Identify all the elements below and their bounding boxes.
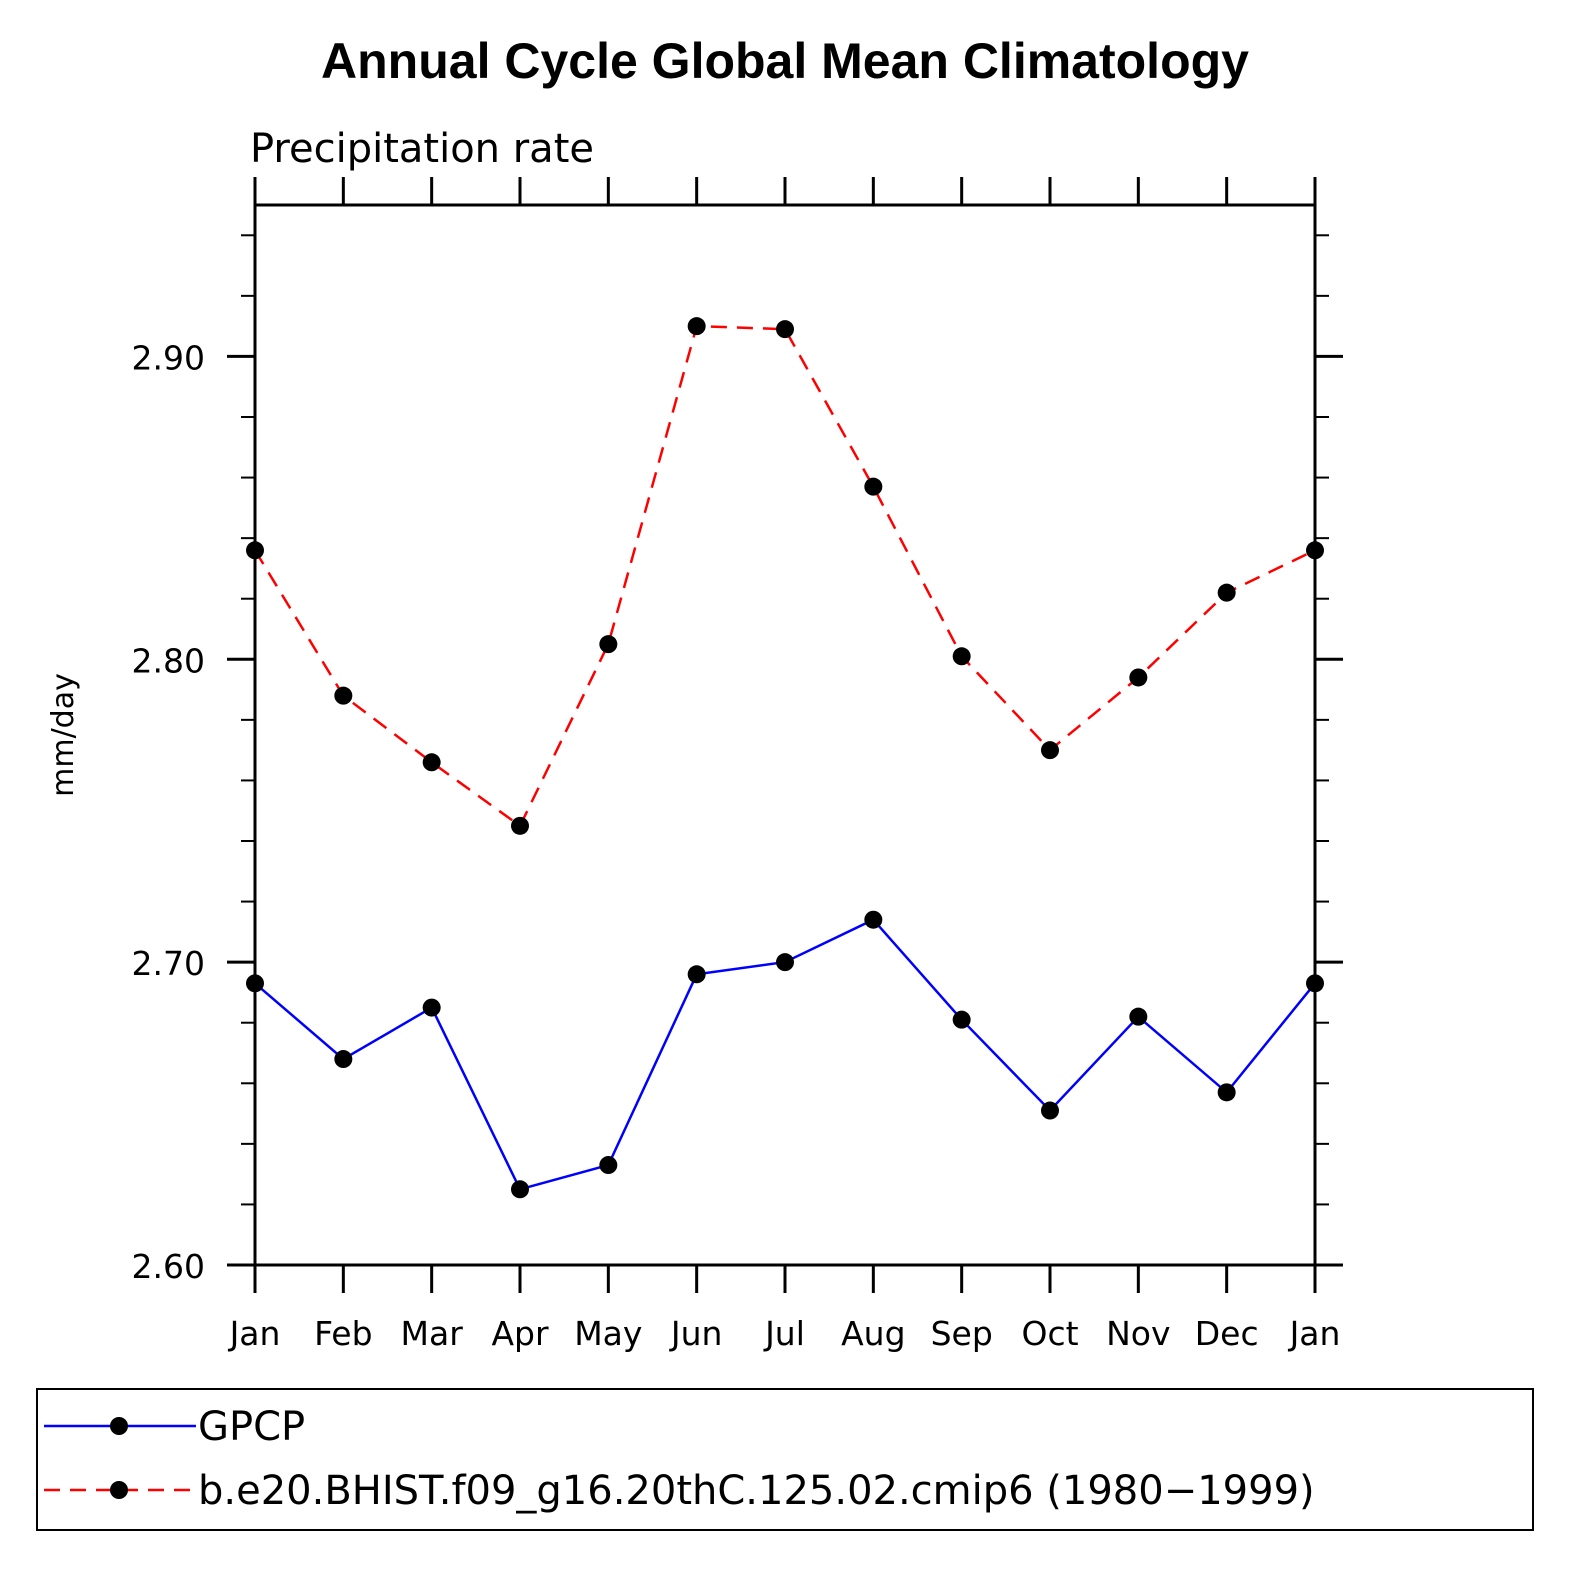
x-tick-label: Jul — [763, 1314, 805, 1353]
x-tick-label: Aug — [841, 1314, 905, 1353]
series-line — [253, 324, 1316, 828]
data-point — [687, 317, 706, 336]
axis-ticks: Jan Feb Mar Apr May Jun Jul Aug Sep Oct Nov Dec Jan 2… — [132, 177, 1343, 1353]
x-tick-label: Feb — [314, 1314, 372, 1353]
data-point — [599, 1156, 618, 1175]
data-point — [952, 1010, 971, 1029]
data-point — [864, 477, 883, 496]
x-tick-label: Dec — [1195, 1314, 1259, 1353]
legend-marker — [110, 1481, 128, 1499]
data-point — [952, 647, 971, 666]
x-tick-label: Nov — [1106, 1314, 1170, 1353]
data-point — [1129, 1007, 1148, 1026]
legend: GPCP b.e20.BHIST.f09_g16.20thC.125.02.cmi… — [44, 1404, 1315, 1514]
data-point — [1041, 1101, 1059, 1120]
x-tick-label: Mar — [401, 1314, 464, 1353]
data-point — [334, 686, 353, 705]
x-tick-label: Sep — [931, 1314, 993, 1353]
y-tick-label: 2.90 — [132, 338, 205, 377]
y-tick-label: 2.70 — [132, 944, 205, 983]
data-point — [864, 910, 883, 929]
data-point — [1217, 583, 1236, 602]
data-point — [1217, 1083, 1236, 1102]
y-tick-label: 2.60 — [132, 1247, 205, 1286]
y-axis-label: mm/day — [46, 673, 81, 797]
data-point — [599, 635, 618, 654]
plot-frame — [253, 203, 1317, 1267]
data-point — [776, 953, 794, 972]
x-tick-label: Apr — [491, 1314, 549, 1353]
data-point — [334, 1050, 353, 1069]
data-point — [422, 998, 441, 1017]
legend-marker — [110, 1417, 128, 1435]
data-point — [1129, 668, 1148, 687]
y-tick-label: 2.80 — [132, 641, 205, 680]
series-layer — [246, 317, 1324, 1199]
data-point — [246, 541, 264, 560]
data-point — [511, 1180, 529, 1199]
legend-label: GPCP — [198, 1404, 305, 1450]
data-point — [687, 965, 706, 984]
data-point — [1306, 541, 1324, 560]
x-tick-label: Jan — [1288, 1314, 1341, 1353]
data-point — [246, 974, 264, 993]
x-tick-label: Jan — [228, 1314, 281, 1353]
data-point — [1041, 741, 1059, 760]
chart-subtitle: Precipitation rate — [250, 126, 594, 172]
legend-box — [36, 1388, 1534, 1531]
x-tick-label: May — [574, 1314, 642, 1353]
data-point — [1306, 974, 1324, 993]
data-point — [511, 816, 529, 835]
legend-label: b.e20.BHIST.f09_g16.20thC.125.02.cmip6 (… — [198, 1468, 1315, 1514]
x-tick-label: Jun — [669, 1314, 723, 1353]
x-tick-label: Oct — [1021, 1314, 1078, 1353]
data-point — [422, 753, 441, 772]
chart-title: Annual Cycle Global Mean Climatology — [321, 33, 1249, 89]
data-point — [776, 320, 794, 339]
